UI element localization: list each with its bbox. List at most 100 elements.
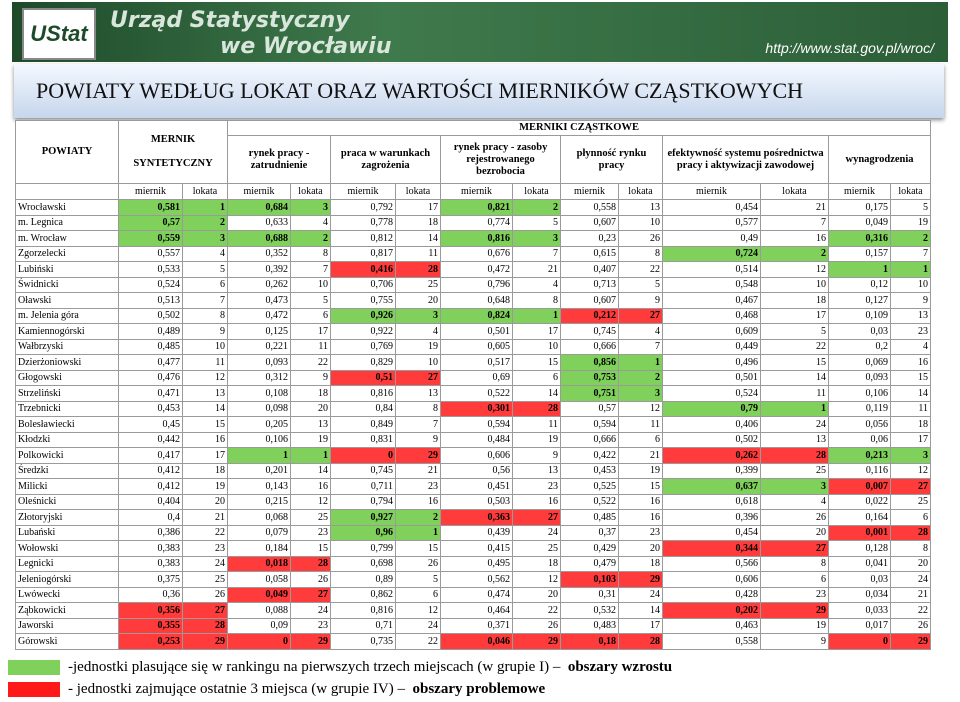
- district-name: Średzki: [15, 462, 119, 479]
- district-name: Lubański: [15, 524, 119, 541]
- rank-cell: 15: [512, 354, 562, 371]
- header-text: SYNTETYCZNY: [133, 158, 213, 169]
- measure-cell: 0,468: [662, 307, 762, 324]
- rank-cell: 26: [290, 571, 332, 588]
- measure-cell: 0: [828, 633, 892, 650]
- rank-cell: 9: [890, 292, 932, 309]
- measure-cell: 0,034: [828, 586, 892, 603]
- rank-cell: 2: [890, 230, 932, 247]
- measure-cell: 0,157: [828, 245, 892, 262]
- measure-cell: 0,51: [330, 369, 397, 386]
- measure-cell: 0,108: [227, 385, 292, 402]
- measure-cell: 0,007: [828, 478, 892, 495]
- rank-cell: 1: [290, 447, 332, 464]
- measure-cell: 0,476: [118, 369, 183, 386]
- measure-cell: 0,69: [440, 369, 514, 386]
- rank-cell: 16: [890, 354, 932, 371]
- rank-cell: 17: [760, 307, 830, 324]
- measure-cell: 0,501: [662, 369, 762, 386]
- measure-cell: 0,36: [118, 586, 183, 603]
- rank-cell: 23: [890, 323, 932, 340]
- table-row: Średzki 0,412 18 0,201 14 0,745 21 0,56 13 0,453 1…: [15, 462, 932, 479]
- rank-cell: 19: [512, 431, 562, 448]
- measure-cell: 0,422: [560, 447, 620, 464]
- table-row: Zgorzelecki 0,557 4 0,352 8 0,817 11 0,676 7 0,61…: [15, 245, 932, 262]
- measure-cell: 0,213: [828, 447, 892, 464]
- office-city: we Wrocławiu: [220, 34, 392, 59]
- rank-cell: 2: [512, 199, 562, 216]
- measure-cell: 0,375: [118, 571, 183, 588]
- measure-cell: 0,57: [560, 400, 620, 417]
- rank-cell: 3: [890, 447, 932, 464]
- district-name: Lwówecki: [15, 586, 119, 603]
- measure-cell: 0,316: [828, 230, 892, 247]
- district-name: Jeleniogórski: [15, 571, 119, 588]
- rank-cell: 13: [890, 307, 932, 324]
- measure-cell: 0,794: [330, 493, 397, 510]
- measure-cell: 0,829: [330, 354, 397, 371]
- rank-cell: 23: [395, 478, 442, 495]
- rank-cell: 19: [395, 338, 442, 355]
- rank-cell: 14: [181, 400, 229, 417]
- ranking-table: POWIATY MERNIK SYNTETYCZNY MERNIKI CZĄSTK…: [15, 120, 932, 650]
- measure-cell: 1: [828, 261, 892, 278]
- measure-cell: 0,774: [440, 214, 514, 231]
- rank-cell: 12: [395, 602, 442, 619]
- rank-cell: 26: [512, 617, 562, 634]
- measure-cell: 0,23: [560, 230, 620, 247]
- measure-cell: 0,116: [828, 462, 892, 479]
- measure-cell: 0,205: [227, 416, 292, 433]
- rank-cell: 6: [290, 307, 332, 324]
- table-row: Jeleniogórski 0,375 25 0,058 26 0,89 5 0,562 12 0…: [15, 571, 932, 588]
- rank-cell: 3: [395, 307, 442, 324]
- subheader-cell: miernik: [440, 183, 514, 200]
- table-row: Trzebnicki 0,453 14 0,098 20 0,84 8 0,301 28 0,57…: [15, 400, 932, 417]
- measure-cell: 0,676: [440, 245, 514, 262]
- district-name: Głogowski: [15, 369, 119, 386]
- rank-cell: 4: [512, 276, 562, 293]
- rank-cell: 11: [760, 385, 830, 402]
- rank-cell: 7: [890, 245, 932, 262]
- rank-cell: 26: [395, 555, 442, 572]
- measure-cell: 0,45: [118, 416, 183, 433]
- rank-cell: 22: [760, 338, 830, 355]
- measure-cell: 0,96: [330, 524, 397, 541]
- measure-cell: 0,812: [330, 230, 397, 247]
- measure-cell: 0,106: [828, 385, 892, 402]
- measure-cell: 0,03: [828, 323, 892, 340]
- rank-cell: 15: [760, 354, 830, 371]
- measure-cell: 0,454: [662, 199, 762, 216]
- rank-cell: 26: [618, 230, 664, 247]
- legend-text: -jednostki plasujące się w rankingu na p…: [68, 658, 561, 675]
- rank-cell: 9: [618, 292, 664, 309]
- office-name: Urząd Statystyczny: [110, 8, 350, 33]
- rank-cell: 6: [890, 509, 932, 526]
- measure-cell: 0,524: [662, 385, 762, 402]
- rank-cell: 14: [290, 462, 332, 479]
- rank-cell: 16: [618, 493, 664, 510]
- rank-cell: 4: [290, 214, 332, 231]
- rank-cell: 17: [618, 617, 664, 634]
- measure-cell: 0,524: [118, 276, 183, 293]
- measure-cell: 0,751: [560, 385, 620, 402]
- rank-cell: 29: [395, 447, 442, 464]
- measure-cell: 0,12: [828, 276, 892, 293]
- rank-cell: 24: [760, 416, 830, 433]
- rank-cell: 1: [395, 524, 442, 541]
- rank-cell: 11: [890, 400, 932, 417]
- measure-cell: 0,816: [440, 230, 514, 247]
- district-name: Bolesławiecki: [15, 416, 119, 433]
- measure-cell: 0,594: [440, 416, 514, 433]
- rank-cell: 24: [290, 602, 332, 619]
- measure-cell: 0,4: [118, 509, 183, 526]
- rank-cell: 27: [890, 478, 932, 495]
- subheader-cell: miernik: [662, 183, 762, 200]
- measure-cell: 0,502: [662, 431, 762, 448]
- measure-cell: 0,862: [330, 586, 397, 603]
- measure-cell: 0,824: [440, 307, 514, 324]
- rank-cell: 9: [512, 447, 562, 464]
- measure-cell: 0,637: [662, 478, 762, 495]
- table-row: Lubiński 0,533 5 0,392 7 0,416 28 0,472 21 0,407 2…: [15, 261, 932, 278]
- rank-cell: 22: [290, 354, 332, 371]
